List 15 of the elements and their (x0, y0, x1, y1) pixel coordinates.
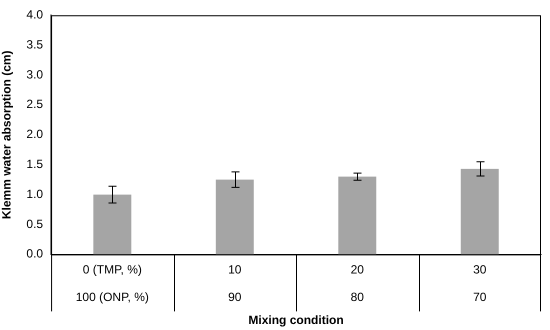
x-tick-label: 0 (TMP, %) 100 (ONP, %) (76, 262, 149, 304)
x-tick-label: 30 70 (473, 262, 487, 304)
y-tick-label: 4.0 (26, 8, 44, 22)
y-tick-label: 3.5 (26, 37, 44, 52)
y-tick-label: 0.0 (26, 246, 44, 261)
y-tick-label: 1.0 (26, 186, 44, 201)
x-tick-label: 10 90 (228, 262, 242, 304)
y-tick-label: 2.0 (26, 127, 44, 142)
y-tick-label: 2.5 (26, 97, 44, 112)
x-tick-label: 20 80 (350, 262, 364, 304)
x-axis-title: Mixing condition (248, 313, 344, 328)
y-tick-label: 3.0 (26, 67, 44, 82)
y-tick-label: 1.5 (26, 157, 44, 172)
y-tick-label: 0.5 (26, 216, 44, 231)
y-axis-title: Klemm water absorption (cm) (0, 50, 14, 220)
